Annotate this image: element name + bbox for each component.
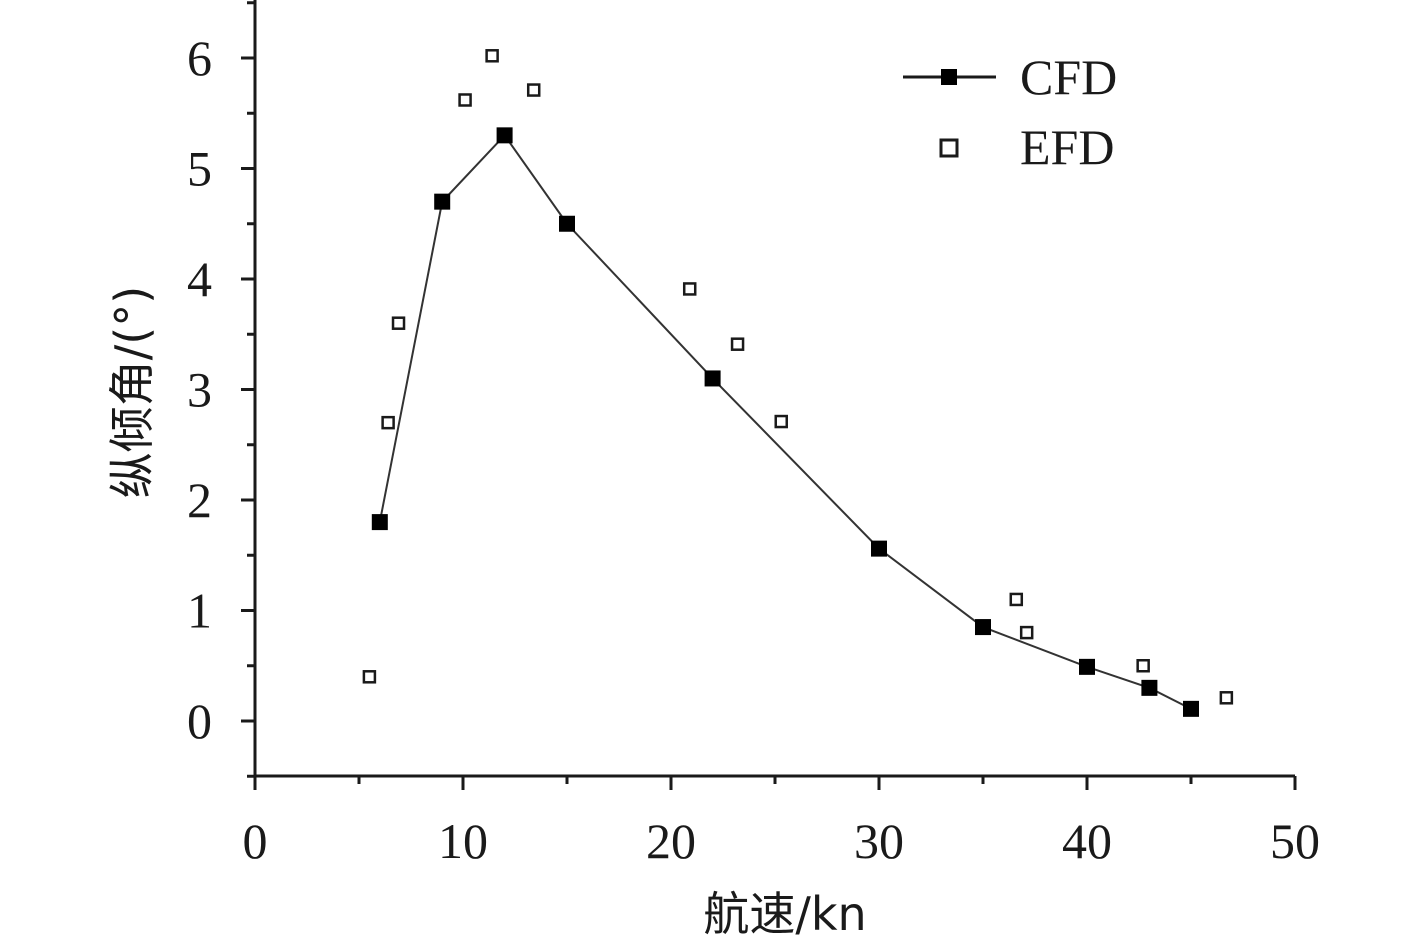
cfd-point	[434, 193, 451, 210]
cfd-point	[704, 370, 721, 387]
x-axis-title: 航速/kn	[703, 887, 866, 940]
x-tick-label: 40	[1062, 813, 1112, 869]
legend-efd-label: EFD	[1020, 119, 1114, 175]
efd-point	[1219, 691, 1234, 705]
efd-point	[774, 414, 788, 429]
x-tick-label: 0	[243, 813, 268, 869]
x-tick-label: 20	[646, 813, 696, 869]
x-tick-label: 30	[854, 813, 904, 869]
y-tick-label: 3	[187, 362, 212, 418]
cfd-point	[871, 540, 887, 557]
cfd-series-line	[378, 133, 1192, 710]
efd-point	[458, 93, 472, 107]
efd-point	[682, 282, 697, 296]
efd-point	[381, 415, 395, 430]
y-tick-label: 5	[187, 141, 212, 197]
efd-point	[391, 316, 406, 330]
efd-point	[526, 83, 541, 97]
efd-point	[1136, 659, 1150, 673]
x-tick-label: 50	[1270, 813, 1320, 869]
efd-point	[485, 49, 499, 63]
efd-point	[362, 670, 377, 684]
cfd-point	[975, 619, 991, 636]
legend-cfd-marker	[941, 69, 957, 85]
legend: CFD EFD	[903, 49, 1117, 175]
efd-point	[1019, 625, 1034, 640]
cfd-point	[1141, 679, 1158, 696]
y-tick-label: 4	[187, 251, 212, 307]
cfd-point	[1183, 700, 1199, 717]
efd-point	[730, 337, 745, 351]
cfd-point	[496, 127, 513, 144]
axes: 0 10 20 30 40 50 0 1 2 3 4 5 6	[187, 0, 1320, 869]
y-tick-label: 2	[187, 472, 212, 528]
efd-point	[1009, 592, 1024, 607]
cfd-point	[559, 215, 575, 232]
x-tick-label: 10	[438, 813, 488, 869]
y-axis-title: 纵倾角/(°)	[105, 286, 159, 498]
series-layer	[362, 49, 1234, 717]
cfd-point	[1079, 658, 1095, 675]
y-tick-label: 0	[187, 693, 212, 749]
legend-cfd-label: CFD	[1020, 49, 1117, 105]
y-tick-label: 1	[187, 583, 212, 639]
cfd-point	[371, 514, 388, 531]
legend-efd-marker	[939, 138, 959, 158]
y-tick-label: 6	[187, 30, 212, 86]
